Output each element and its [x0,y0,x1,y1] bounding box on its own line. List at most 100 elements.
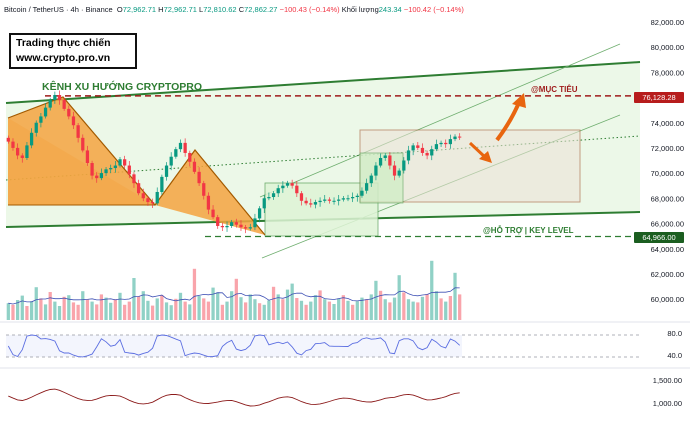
candle-body [295,185,299,194]
candle-body [76,125,80,138]
candle-body [378,157,383,166]
volume-bar [318,290,322,320]
volume-bar [57,306,62,320]
candle-body [150,202,155,204]
volume-bar [76,304,80,320]
harmonic-leg-2 [155,150,265,235]
candle-body [67,108,71,117]
volume-bar [206,301,211,320]
candle-body [309,203,313,205]
target-label: @MỤC TIÊU [531,85,578,94]
low-value: 72,810.62 [203,5,237,14]
candle-body [304,200,308,204]
candle-body [230,222,234,226]
volume-bar [146,300,150,320]
volume-bar [416,302,420,320]
volume-label: Khối lượng [341,5,379,14]
y-tick-label: 74,000.00 [651,119,684,128]
volume-bar [369,294,373,320]
volume-bar [458,294,462,320]
volume-bar [392,297,397,320]
volume-bar [71,302,76,320]
volume-change: −100.42 (−0.14%) [403,5,464,14]
volume-bar [174,298,178,320]
candle-body [113,165,117,169]
support-price-label: 64,966.00 [634,232,684,243]
candle-body [341,198,345,200]
volume-bar [123,304,127,320]
candle-body [155,191,159,204]
volume-bar [453,272,457,320]
candle-body [346,198,350,200]
candle-body [197,171,201,184]
volume-bar [99,294,104,320]
volume-bar [406,299,411,320]
volume-bar [276,294,280,320]
volume-bar [225,301,229,320]
volume-bar [337,298,341,320]
channel-upper-line [5,61,641,104]
volume-bar [16,300,20,320]
candle-body [369,175,373,184]
candle-body [202,183,206,196]
volume-bar [425,294,429,320]
volume-bar [299,300,304,320]
rising-channel-upper [259,43,621,198]
volume-bar [309,301,313,320]
symbol-title: Bitcoin / TetherUS · 4h · Binance [4,5,113,14]
candle-body [323,199,327,201]
candle-body [360,190,364,196]
volume-value: 243.34 [378,5,402,14]
volume-bar [281,299,285,320]
candle-body [118,159,122,166]
volume-bar [341,295,345,320]
target-price-label: 76,128.28 [634,92,684,103]
candle-body [178,142,183,150]
volume-bar [34,287,38,320]
candle-body [206,195,211,210]
candle-body [253,218,257,228]
volume-bar [402,292,406,320]
volume-bar [285,289,290,320]
y-tick-label: 62,000.00 [651,270,684,279]
y-tick-label: 66,000.00 [651,220,684,229]
candle-body [448,139,452,145]
candle-body [248,227,252,229]
volume-bar [351,304,355,320]
y-tick-label: 68,000.00 [651,194,684,203]
lower-indicator-line [8,388,460,407]
volume-ma-line [8,287,460,305]
candle-body [34,122,38,133]
candle-body [397,170,401,176]
volume-bar [202,298,206,320]
candle-body [146,198,150,203]
candle-body [411,145,415,151]
candle-body [104,169,108,174]
candle-body [388,155,392,166]
volume-bar [253,299,257,320]
volume-bar [109,302,113,320]
volume-bar [220,304,224,320]
volume-bar [67,295,71,320]
support-label: @HỖ TRỢ | KEY LEVEL [483,226,574,235]
volume-bar [332,304,336,320]
volume-bar [164,302,169,320]
candle-body [458,136,462,138]
volume-bar [262,304,266,320]
volume-bar [430,260,434,320]
candle-body [276,188,280,194]
volume-bar [169,305,173,320]
volume-bar [295,298,299,320]
candle-body [290,183,294,186]
candle-body [332,200,336,202]
candle-body [234,222,238,225]
high-value: 72,962.71 [163,5,197,14]
candle-body [85,150,90,164]
volume-bar [127,301,131,320]
candle-body [16,147,20,156]
candle-body [109,168,113,170]
close-value: 72,862.27 [244,5,278,14]
volume-bar [85,299,90,320]
candle-body [267,197,271,199]
